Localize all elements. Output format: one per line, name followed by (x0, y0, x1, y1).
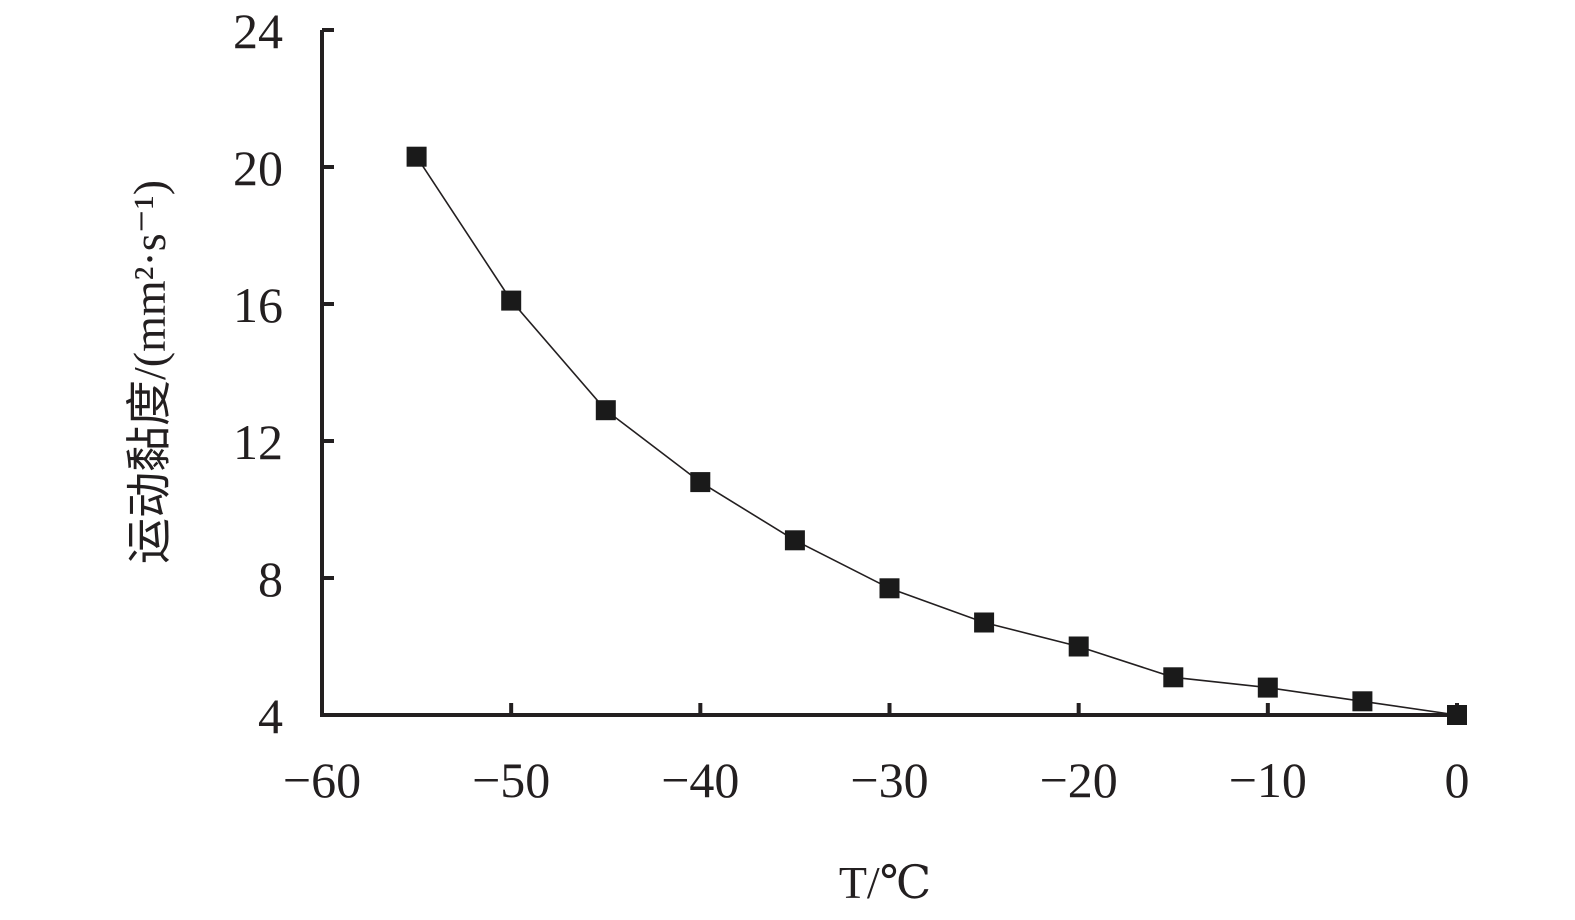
series-layer (406, 146, 1467, 725)
data-point-marker (690, 472, 711, 493)
y-tick-label: 4 (258, 688, 283, 744)
data-point-marker (784, 530, 805, 551)
data-point-marker (879, 578, 900, 599)
data-point-marker (1447, 705, 1467, 725)
y-tick-label: 24 (233, 3, 283, 59)
y-axis-title: 运动黏度/(mm²·s⁻¹) (124, 180, 175, 564)
series-line (415, 156, 1458, 716)
data-point-marker (1163, 667, 1184, 688)
x-tick-label: −20 (1040, 752, 1118, 808)
y-tick-label: 8 (258, 551, 283, 607)
data-point-marker (1068, 636, 1089, 657)
x-tick-label: −50 (472, 752, 550, 808)
x-tick-label: −30 (850, 752, 928, 808)
data-point-marker (1352, 691, 1373, 712)
data-point-marker (1257, 677, 1278, 698)
data-point-marker (974, 612, 995, 633)
data-point-marker (501, 290, 522, 311)
y-tick-label: 16 (233, 277, 283, 333)
y-tick-label: 12 (233, 414, 283, 470)
x-axis-ticks: −60 −50 −40 −30 −20 −10 0 (283, 703, 1470, 808)
y-axis-ticks: 4 8 12 16 20 24 (233, 3, 334, 744)
x-tick-label: −60 (283, 752, 361, 808)
y-tick-label: 20 (233, 140, 283, 196)
x-axis-title: T/℃ (839, 857, 931, 908)
data-point-marker (595, 400, 616, 421)
x-tick-label: 0 (1445, 752, 1470, 808)
data-point-marker (406, 146, 427, 167)
x-tick-label: −40 (661, 752, 739, 808)
axes (320, 30, 1467, 717)
x-tick-label: −10 (1229, 752, 1307, 808)
